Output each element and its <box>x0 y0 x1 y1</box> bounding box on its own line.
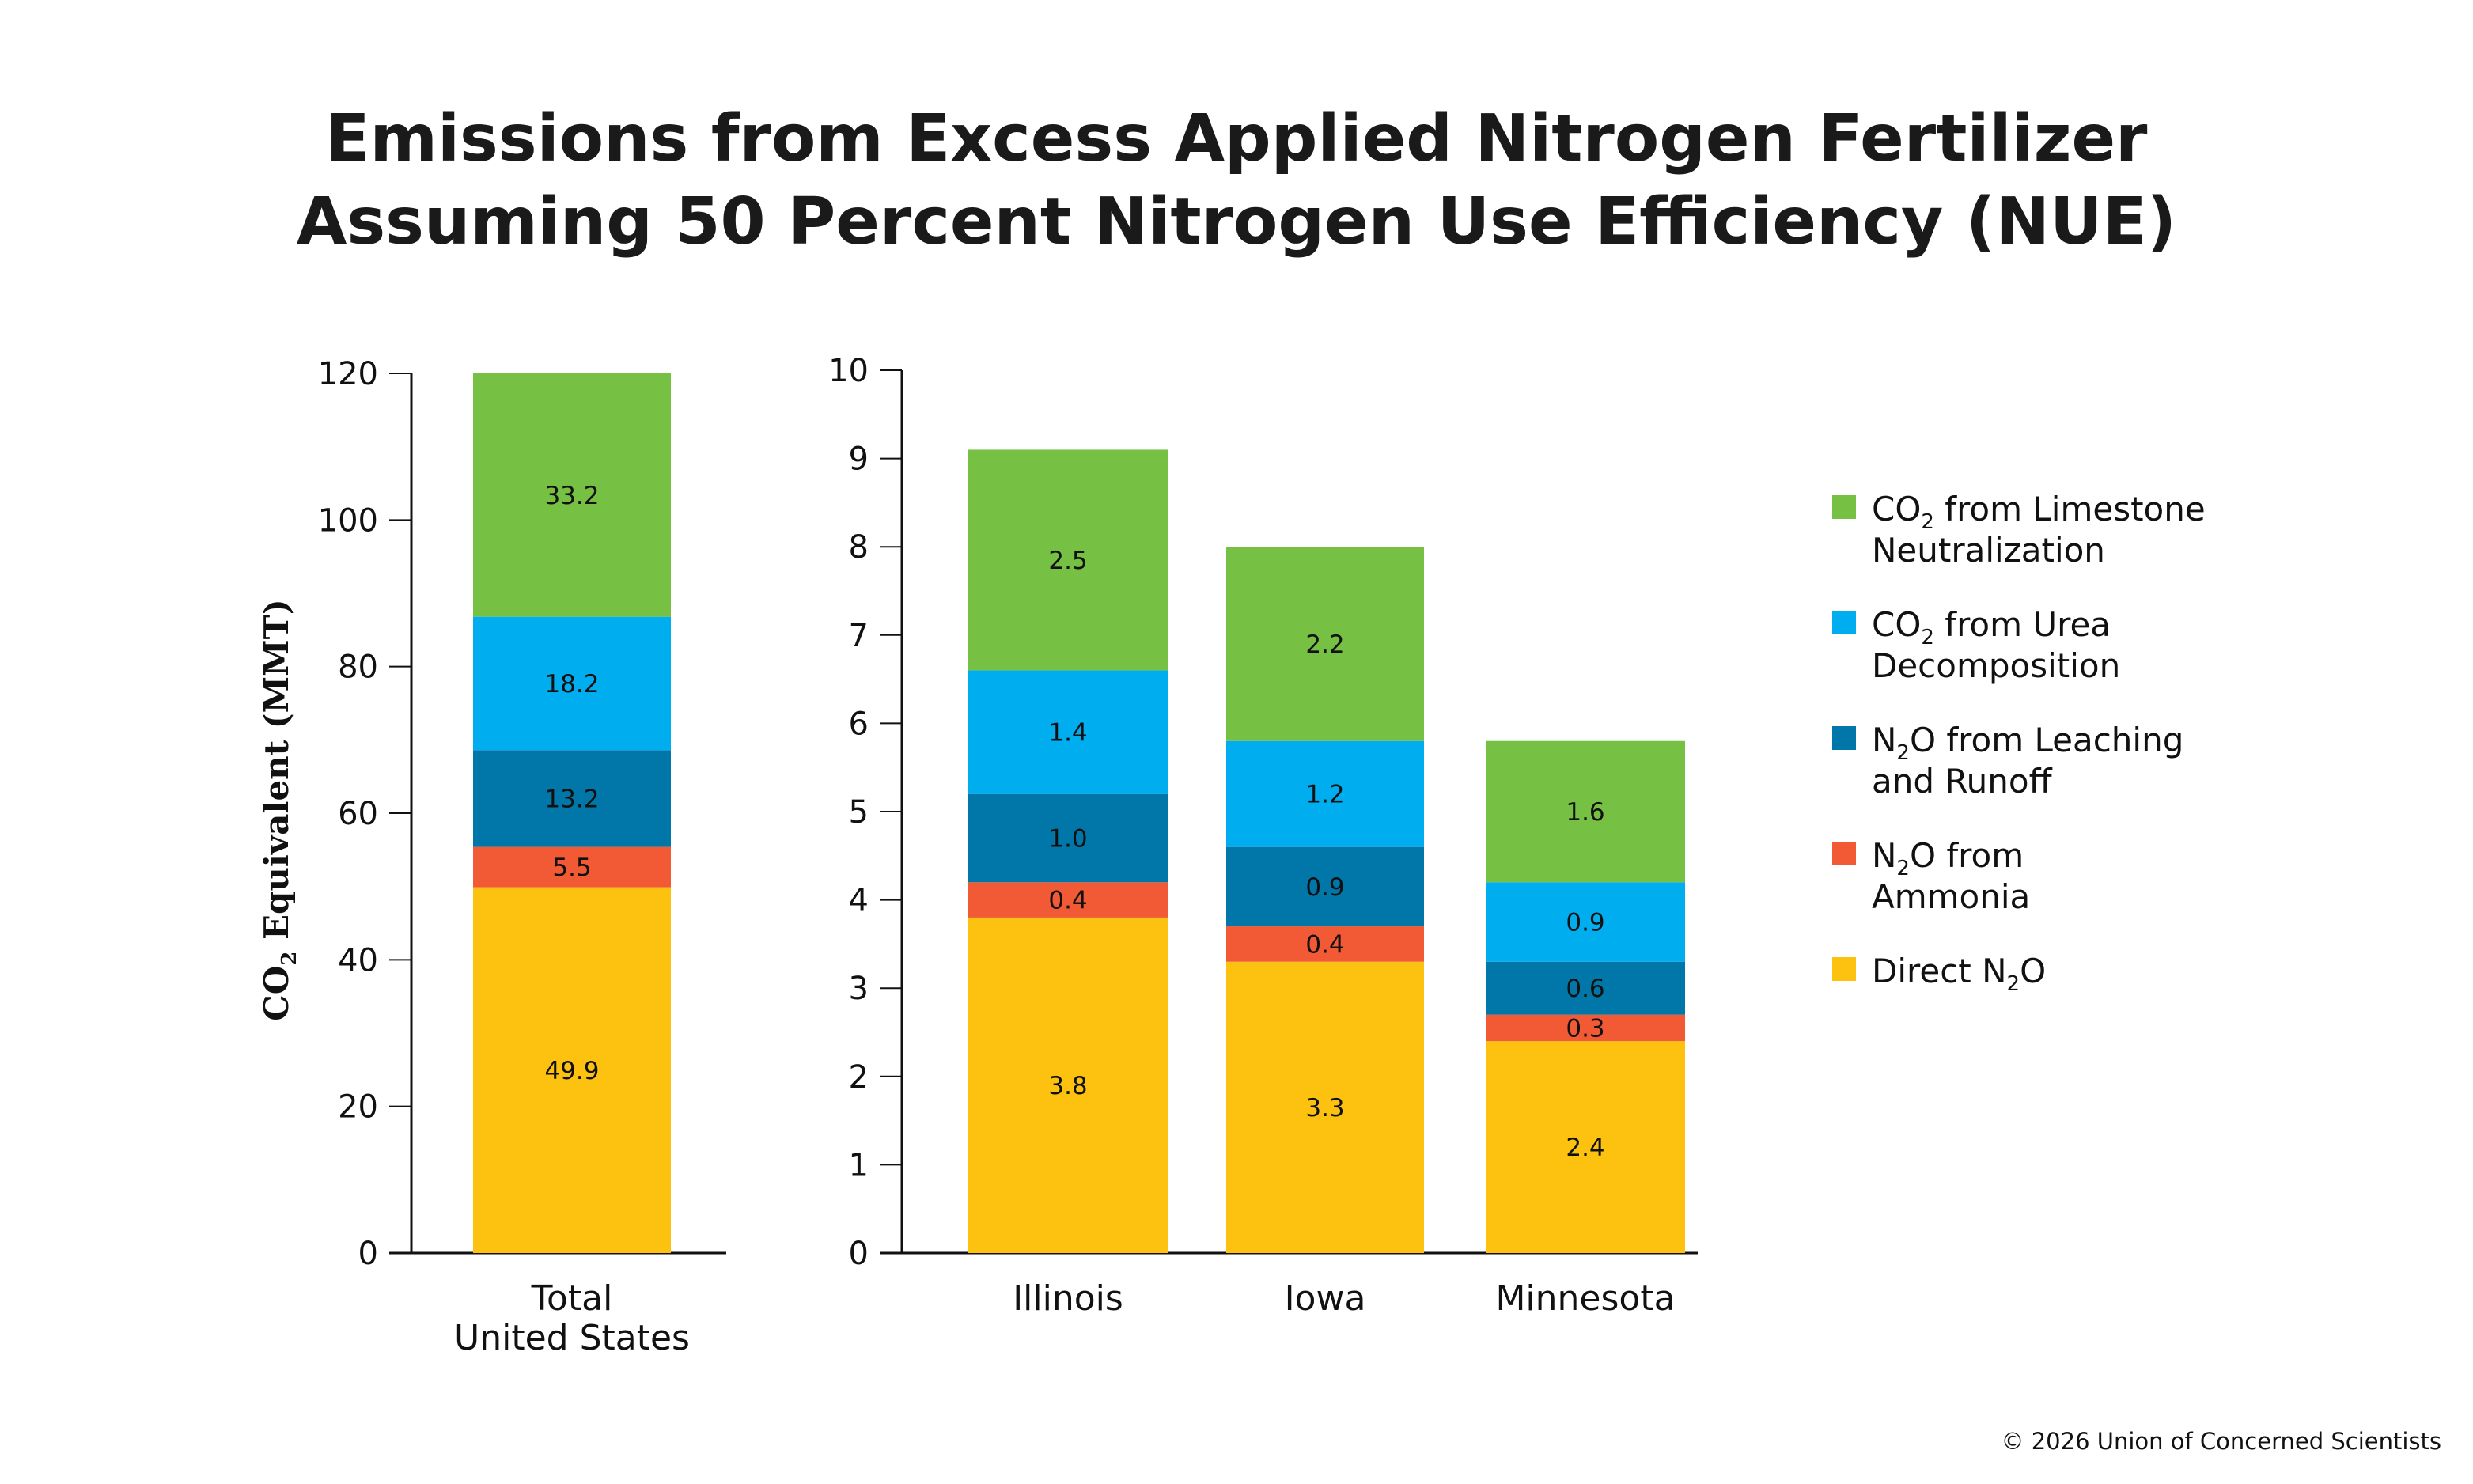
bar-segment <box>1486 1041 1685 1253</box>
y-tick-label: 5 <box>849 794 869 831</box>
legend-label: Direct N2O <box>1872 952 2046 996</box>
y-tick-label: 6 <box>849 706 869 742</box>
data-label: 18.2 <box>544 670 599 698</box>
data-label: 3.8 <box>1048 1072 1087 1100</box>
data-label: 2.4 <box>1566 1134 1604 1162</box>
bar-segment <box>473 846 671 888</box>
bar-segment <box>1226 547 1424 741</box>
legend-swatch <box>1832 495 1856 519</box>
x-category-label: United States <box>454 1318 690 1358</box>
bar-segment <box>968 917 1168 1253</box>
legend-label: CO2 from Limestone <box>1872 490 2206 534</box>
y-tick-label: 9 <box>849 441 869 478</box>
data-label: 1.2 <box>1305 781 1344 809</box>
data-label: 0.9 <box>1566 909 1604 937</box>
y-tick-label: 2 <box>849 1059 869 1096</box>
data-label: 5.5 <box>552 854 591 882</box>
data-label: 1.4 <box>1048 719 1087 748</box>
legend-label-line2: Ammonia <box>1872 877 2030 916</box>
y-axis-label: CO2 Equivalent (MMT) <box>257 599 301 1020</box>
bar-segment <box>473 373 671 617</box>
bar-segment <box>1226 846 1424 927</box>
y-tick-label: 60 <box>338 796 378 832</box>
legend-item: Direct N2O <box>1832 952 2046 996</box>
data-label: 0.4 <box>1048 887 1087 915</box>
bar-segment <box>1226 961 1424 1253</box>
y-tick-label: 120 <box>318 356 378 392</box>
data-label: 13.2 <box>544 785 599 813</box>
bar-segment <box>1486 961 1685 1015</box>
y-tick-label: 0 <box>849 1236 869 1272</box>
y-tick-label: 10 <box>828 353 869 389</box>
x-category-label: Total <box>531 1278 613 1319</box>
bar-segment <box>968 793 1168 883</box>
bar-segment <box>1226 740 1424 847</box>
bar-segment <box>473 750 671 847</box>
x-category-label: Minnesota <box>1495 1278 1675 1319</box>
bar-segment <box>473 616 671 751</box>
data-label: 0.6 <box>1566 975 1604 1003</box>
data-label: 2.5 <box>1048 547 1087 575</box>
data-label: 1.0 <box>1048 824 1087 853</box>
bar-segment <box>968 670 1168 794</box>
bar-segment <box>968 882 1168 918</box>
chart-title-line2: Assuming 50 Percent Nitrogen Use Efficie… <box>297 184 2176 259</box>
legend-label: N2O from Leaching <box>1872 721 2183 765</box>
bar-segment <box>1486 740 1685 883</box>
bar-segment <box>473 887 671 1253</box>
x-category-label: Iowa <box>1285 1278 1366 1319</box>
data-label: 2.2 <box>1305 630 1344 659</box>
y-tick-label: 40 <box>338 942 378 979</box>
legend-label-line2: Decomposition <box>1872 646 2120 685</box>
legend-label: N2O from <box>1872 836 2024 880</box>
y-tick-label: 3 <box>849 971 869 1007</box>
legend-swatch <box>1832 957 1856 981</box>
legend-swatch <box>1832 611 1856 634</box>
legend-label-line2: Neutralization <box>1872 531 2105 570</box>
copyright: © 2026 Union of Concerned Scientists <box>2002 1428 2441 1455</box>
data-label: 1.6 <box>1566 798 1604 827</box>
y-tick-label: 20 <box>338 1089 378 1126</box>
chart-title-line1: Emissions from Excess Applied Nitrogen F… <box>325 101 2148 176</box>
y-tick-label: 7 <box>849 618 869 654</box>
y-tick-label: 4 <box>849 883 869 919</box>
legend-swatch <box>1832 726 1856 750</box>
plot-0: 0 20 40 60 80 100 120 49.9 5.5 13.2 18.2 33.2 TotalU… <box>318 356 726 1358</box>
data-label: 0.4 <box>1305 930 1344 959</box>
x-category-label: Illinois <box>1013 1278 1123 1319</box>
y-tick-label: 1 <box>849 1147 869 1183</box>
bar-segment <box>1226 926 1424 962</box>
bar-segment <box>1486 882 1685 962</box>
y-tick-label: 0 <box>358 1236 378 1272</box>
legend-swatch <box>1832 842 1856 865</box>
data-label: 49.9 <box>544 1057 599 1085</box>
bar-segment <box>1486 1014 1685 1042</box>
data-label: 0.9 <box>1305 873 1344 902</box>
legend-label-line2: and Runoff <box>1872 762 2053 801</box>
plot-1: 0 1 2 3 4 5 6 7 8 9 10 3.8 0.4 1.0 1.4 2.5 Illinois 3.3 0.… <box>828 353 1698 1319</box>
data-label: 33.2 <box>544 482 599 510</box>
y-tick-label: 80 <box>338 649 378 686</box>
bar-segment <box>968 449 1168 671</box>
legend-label: CO2 from Urea <box>1872 605 2111 649</box>
y-tick-label: 100 <box>318 502 378 539</box>
y-tick-label: 8 <box>849 529 869 566</box>
data-label: 0.3 <box>1566 1014 1604 1043</box>
data-label: 3.3 <box>1305 1094 1344 1122</box>
